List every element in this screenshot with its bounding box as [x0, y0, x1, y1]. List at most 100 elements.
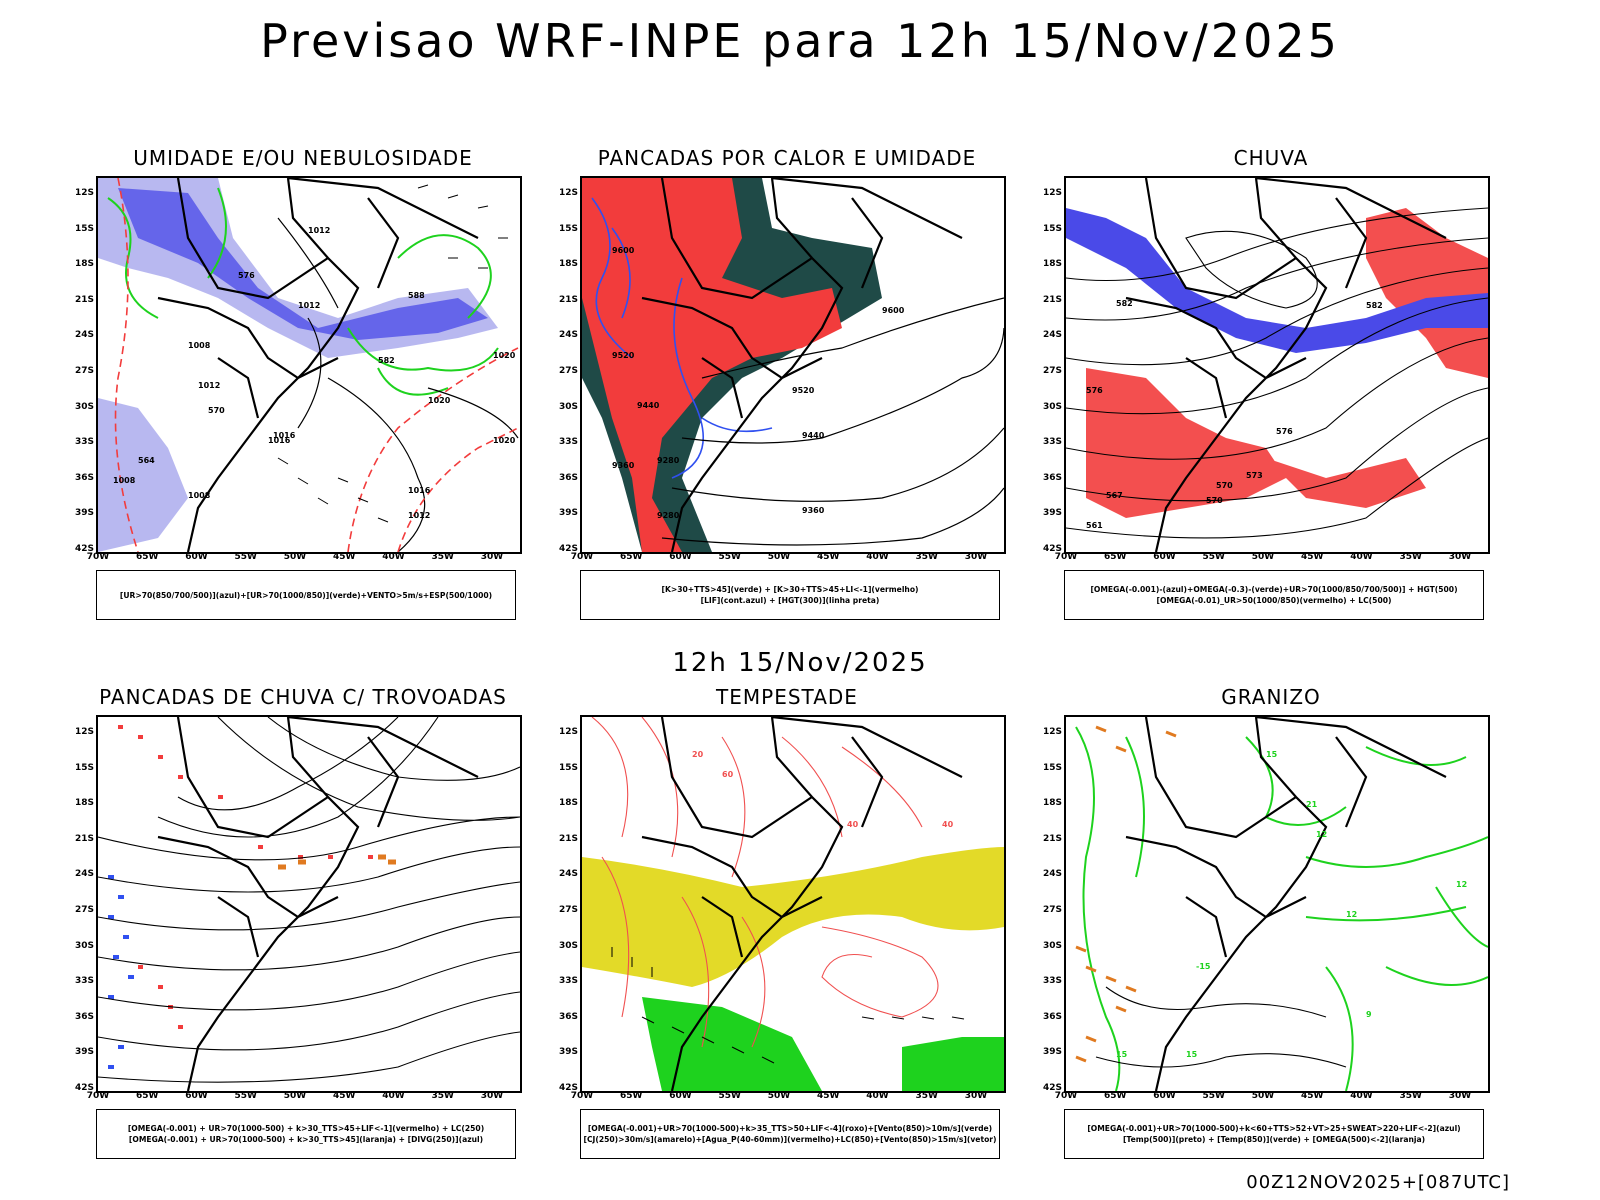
contour-label: 15 — [1266, 750, 1278, 759]
lon-tick-label: 60W — [669, 1091, 692, 1101]
lon-tick-label: 65W — [136, 1091, 159, 1101]
lon-tick-label: 40W — [866, 552, 889, 562]
main-title: Previsao WRF-INPE para 12h 15/Nov/2025 — [260, 14, 1340, 68]
lon-tick-label: 35W — [1399, 1091, 1422, 1101]
lat-tick-label: 42S — [1042, 544, 1062, 554]
lat-tick-label: 30S — [74, 401, 94, 412]
lon-tick-label: 45W — [333, 1091, 356, 1101]
lat-tick-label: 21S — [1042, 833, 1062, 844]
legend-line: [CJ(250)>30m/s](amarelo)+[Agua_P(40-60mm… — [583, 1135, 997, 1144]
lon-tick-label: 45W — [817, 1091, 840, 1101]
lon-tick-label: 70W — [86, 1091, 110, 1101]
lat-tick-label: 21S — [74, 294, 94, 305]
lon-tick-label: 60W — [185, 1091, 208, 1101]
lon-tick-label: 55W — [718, 1091, 741, 1101]
lon-tick-label: 65W — [620, 1091, 643, 1101]
lat-tick-label: 27S — [74, 905, 94, 915]
lat-tick-label: 30S — [558, 401, 578, 412]
wind-vectors — [277, 184, 508, 523]
footer-run-info: 00Z12NOV2025+[087UTC] — [1246, 1172, 1510, 1193]
lon-tick-label: 35W — [431, 552, 454, 562]
lat-tick-label: 39S — [1042, 508, 1062, 519]
legend-line: [Temp(500)](preto) + [Temp(850)](verde) … — [1122, 1135, 1426, 1144]
panel-legend: [K>30+TTS>45](verde) + [K>30+TTS>45+LI<-… — [580, 570, 1000, 620]
contour-label: 567 — [1106, 491, 1123, 500]
panel-title: GRANIZO — [1221, 685, 1321, 709]
contour-label: 570 — [1216, 481, 1233, 490]
lat-tick-label: 12S — [558, 727, 578, 737]
panel-title: TEMPESTADE — [716, 685, 858, 709]
lon-tick-label: 35W — [431, 1091, 454, 1101]
lat-tick-label: 24S — [558, 869, 578, 880]
lat-tick-label: 15S — [558, 223, 578, 234]
lat-tick-label: 36S — [1042, 472, 1062, 483]
coastline-borders — [1125, 717, 1447, 1091]
lat-tick-label: 21S — [74, 833, 94, 844]
lat-tick-label: 33S — [74, 976, 94, 987]
contour-label: 20 — [692, 750, 704, 759]
lon-tick-label: 70W — [570, 1091, 594, 1101]
legend-line: [OMEGA(-0.001)+UR>70(1000-500)+k<60+TTS>… — [1087, 1124, 1461, 1133]
lon-axis: 70W 65W 60W 55W 50W 45W 40W 35W 30W — [571, 1091, 1006, 1105]
hgt500-streamlines — [1066, 207, 1488, 539]
contour-label: 60 — [722, 770, 734, 779]
lat-tick-label: 33S — [1042, 976, 1062, 987]
lat-tick-label: 18S — [558, 259, 578, 270]
lat-tick-label: 18S — [558, 798, 578, 809]
contour-label: 1008 — [188, 341, 211, 350]
lat-tick-label: 18S — [74, 798, 94, 809]
panel-legend: [OMEGA(-0.001) + UR>70(1000-500) + k>30_… — [96, 1109, 516, 1159]
contour-label: 1012 — [408, 511, 430, 520]
lat-tick-label: 27S — [558, 905, 578, 915]
contour-label: 564 — [138, 456, 155, 465]
lat-axis: 12S 15S 18S 21S 24S 27S 30S 33S 36S 39S 42S — [68, 176, 94, 554]
lon-tick-label: 50W — [1251, 1091, 1275, 1101]
panel-trovoadas: PANCADAS DE CHUVA C/ TROVOADAS 12S 15S 18S… — [68, 685, 538, 1175]
lat-tick-label: 33S — [74, 437, 94, 448]
lat-tick-label: 42S — [74, 1083, 94, 1093]
lon-tick-label: 55W — [1202, 552, 1225, 562]
map-umidade: 1012 1012 1008 1016 1020 1020 1016 1012 1008 1020… — [96, 176, 522, 554]
lon-tick-label: 55W — [718, 552, 741, 562]
lon-tick-label: 35W — [1399, 552, 1422, 562]
contour-label: 12 — [1456, 880, 1467, 889]
coastline-borders — [641, 178, 963, 552]
lat-tick-label: 39S — [74, 508, 94, 519]
lon-tick-label: 45W — [1301, 552, 1324, 562]
lat-tick-label: 39S — [558, 1047, 578, 1058]
lon-tick-label: 30W — [1448, 1091, 1472, 1101]
lat-axis: 12S 15S 18S 21S 24S 27S 30S 33S 36S 39S 42S — [1036, 715, 1062, 1093]
lat-axis: 12S 15S 18S 21S 24S 27S 30S 33S 36S 39S 42S — [552, 715, 578, 1093]
contour-label: 1012 — [308, 226, 330, 235]
lon-axis: 70W 65W 60W 55W 50W 45W 40W 35W 30W — [87, 552, 522, 566]
contour-label: 570 — [208, 406, 225, 415]
legend-line: [OMEGA(-0.01)_UR>50(1000/850)(vermelho) … — [1156, 596, 1392, 605]
lat-tick-label: 24S — [74, 330, 94, 341]
contour-label: 576 — [1086, 386, 1103, 395]
lon-tick-label: 50W — [767, 1091, 791, 1101]
lon-tick-label: 30W — [480, 552, 504, 562]
lon-tick-label: 70W — [86, 552, 110, 562]
omega500-orange-patches — [1075, 725, 1177, 1063]
lat-tick-label: 27S — [1042, 905, 1062, 915]
lon-tick-label: 55W — [234, 1091, 257, 1101]
map-trovoadas — [96, 715, 522, 1093]
contour-label: 561 — [1086, 521, 1103, 530]
map-chuva: 582 576 573 570 567 561 582 576 570 — [1064, 176, 1490, 554]
lon-tick-label: 60W — [669, 552, 692, 562]
legend-line: [OMEGA(-0.001) + UR>70(1000-500) + k>30_… — [127, 1124, 485, 1133]
lat-tick-label: 42S — [74, 544, 94, 554]
lon-tick-label: 60W — [1153, 1091, 1176, 1101]
lat-tick-label: 30S — [74, 940, 94, 951]
panel-chuva: CHUVA 12S 15S 18S 21S 24S 27S 30S 33S 36S 39S 42S … — [1036, 146, 1506, 636]
lif-blue-contours — [591, 197, 773, 479]
lat-tick-label: 33S — [1042, 437, 1062, 448]
contour-label: 40 — [847, 820, 859, 829]
lat-tick-label: 18S — [74, 259, 94, 270]
contour-label: 15 — [1116, 1050, 1128, 1059]
rain-blue-band — [1066, 208, 1488, 353]
contour-label: 9520 — [792, 386, 815, 395]
lat-tick-label: 15S — [558, 762, 578, 773]
contour-label: 1020 — [493, 436, 516, 445]
lon-tick-label: 40W — [866, 1091, 889, 1101]
